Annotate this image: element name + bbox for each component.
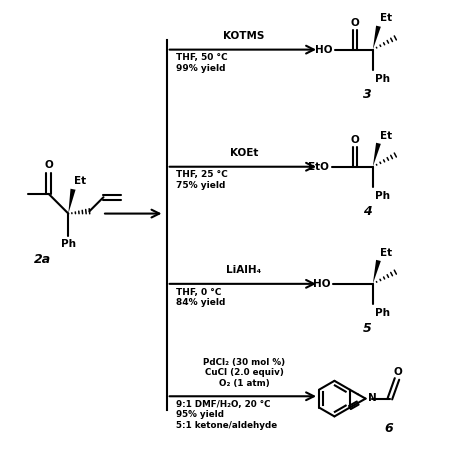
Text: O: O <box>351 135 359 145</box>
Text: THF, 0 °C
84% yield: THF, 0 °C 84% yield <box>176 288 226 307</box>
Text: 4: 4 <box>363 205 371 218</box>
Text: LiAlH₄: LiAlH₄ <box>227 265 262 275</box>
Text: Ph: Ph <box>61 239 76 249</box>
Text: EtO: EtO <box>309 162 329 172</box>
Text: 2a: 2a <box>34 254 51 266</box>
Text: THF, 50 °C
99% yield: THF, 50 °C 99% yield <box>176 54 228 73</box>
Text: Et: Et <box>380 247 392 257</box>
Text: KOEt: KOEt <box>230 148 258 158</box>
Text: Et: Et <box>380 130 392 140</box>
Text: Ph: Ph <box>375 74 390 84</box>
Text: O: O <box>351 18 359 27</box>
Text: KOTMS: KOTMS <box>223 31 264 41</box>
Text: HO: HO <box>313 279 331 289</box>
Text: PdCl₂ (30 mol %)
CuCl (2.0 equiv)
O₂ (1 atm): PdCl₂ (30 mol %) CuCl (2.0 equiv) O₂ (1 … <box>203 358 285 388</box>
Text: Ph: Ph <box>375 308 390 318</box>
Text: N: N <box>368 392 377 403</box>
Text: HO: HO <box>315 45 333 55</box>
Polygon shape <box>373 26 381 50</box>
Text: Ph: Ph <box>375 191 390 201</box>
Text: 5: 5 <box>363 322 371 335</box>
Text: 9:1 DMF/H₂O, 20 °C
95% yield
5:1 ketone/aldehyde: 9:1 DMF/H₂O, 20 °C 95% yield 5:1 ketone/… <box>176 400 277 430</box>
Polygon shape <box>373 260 381 284</box>
Polygon shape <box>373 143 381 167</box>
Text: O: O <box>393 366 402 377</box>
Text: Et: Et <box>74 176 86 186</box>
Text: 6: 6 <box>384 422 393 435</box>
Polygon shape <box>68 189 75 214</box>
Text: THF, 25 °C
75% yield: THF, 25 °C 75% yield <box>176 171 228 190</box>
Text: Et: Et <box>380 13 392 23</box>
Text: 3: 3 <box>363 88 371 101</box>
Text: O: O <box>44 161 53 171</box>
